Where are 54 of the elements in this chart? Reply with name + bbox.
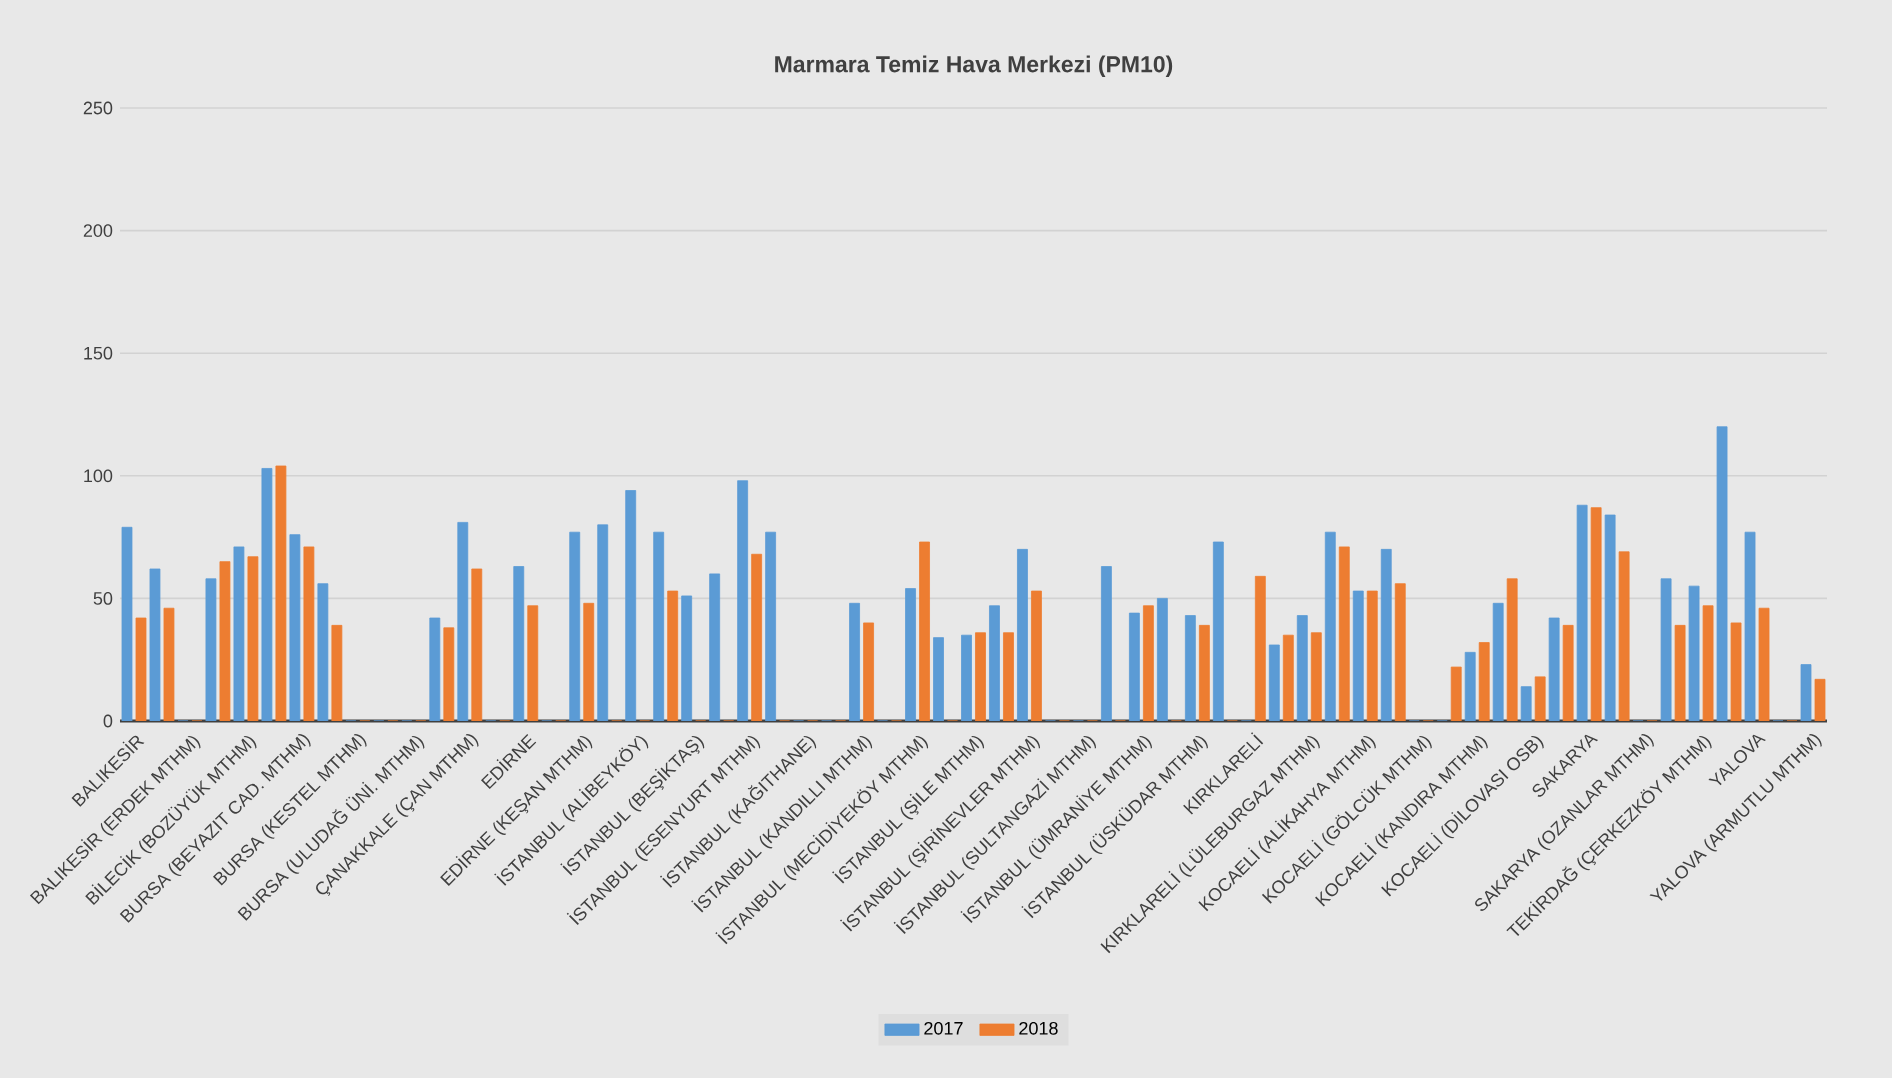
bar (1604, 514, 1616, 721)
bar (1660, 578, 1672, 721)
y-tick-label: 0 (103, 714, 113, 728)
bar (1800, 664, 1812, 721)
bar (261, 468, 273, 721)
bar (149, 568, 161, 721)
bar (1352, 590, 1364, 721)
bar (1129, 612, 1140, 721)
bar (1492, 602, 1504, 721)
bar (849, 602, 860, 721)
bar (233, 546, 245, 721)
bar (1184, 615, 1196, 721)
bar (1520, 686, 1532, 721)
bar (681, 595, 693, 721)
bar (625, 490, 637, 721)
y-tick-label: 200 (83, 224, 113, 237)
bar (1744, 531, 1756, 721)
bar (933, 637, 944, 721)
bar (429, 617, 441, 721)
bar (205, 578, 217, 721)
y-tick-label: 150 (84, 346, 113, 360)
bar (765, 531, 777, 721)
bar (1268, 644, 1280, 721)
bar (1212, 541, 1224, 721)
bar (569, 531, 581, 721)
bar (1464, 651, 1476, 721)
bar (709, 573, 721, 721)
bar (1688, 585, 1700, 721)
bar (457, 521, 469, 721)
legend-label: 2018 (1019, 1021, 1058, 1035)
bar (1716, 426, 1728, 721)
y-tick-label: 50 (93, 592, 113, 605)
bar (1576, 504, 1588, 721)
bar (289, 534, 301, 721)
bar (1156, 598, 1168, 721)
bar (1017, 548, 1028, 721)
bar (1101, 566, 1112, 721)
y-tick-label: 250 (83, 101, 113, 115)
bar (1296, 615, 1308, 721)
bar (513, 566, 525, 721)
legend-label: 2017 (924, 1021, 963, 1035)
bar (653, 531, 665, 721)
y-tick-label: 100 (84, 469, 113, 483)
bar (905, 588, 916, 721)
bar (1548, 617, 1560, 721)
bar (317, 583, 329, 721)
bar (737, 480, 749, 721)
bar (1324, 531, 1336, 721)
bar (1380, 548, 1392, 721)
bar (597, 524, 609, 721)
chart-title: Marmara Temiz Hava Merkezi (PM10) (775, 55, 1173, 77)
bar (989, 605, 1000, 721)
bar (121, 526, 133, 721)
bar (961, 634, 972, 721)
